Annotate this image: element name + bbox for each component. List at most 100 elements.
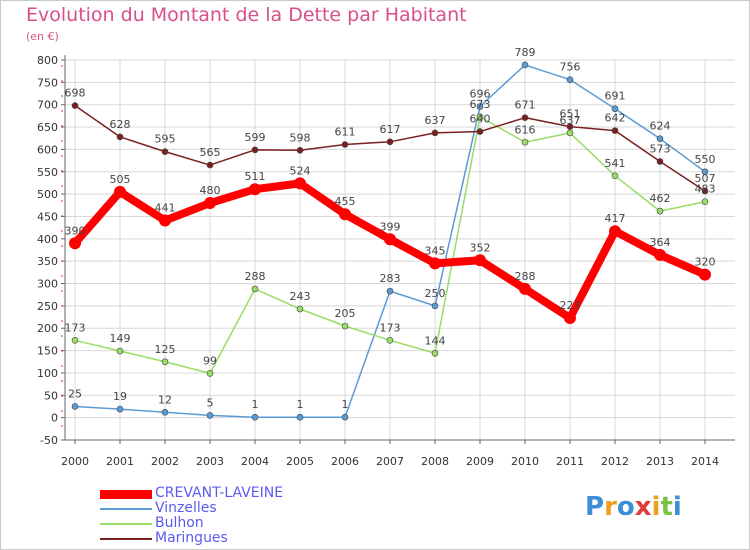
y-tick-label: 0	[51, 412, 58, 425]
data-label-crevant-laveine: 345	[425, 244, 446, 257]
data-label-maringues: 637	[425, 114, 446, 127]
x-tick-label: 2003	[196, 455, 224, 468]
data-point-vinzelles	[386, 287, 394, 295]
data-point-maringues	[476, 128, 484, 135]
data-point-vinzelles	[431, 302, 439, 310]
data-label-bulhon: 149	[110, 332, 131, 345]
series-lines	[69, 61, 711, 421]
data-label-crevant-laveine: 511	[245, 170, 266, 183]
data-label-vinzelles: 283	[380, 272, 401, 285]
data-label-vinzelles: 1	[342, 398, 349, 411]
data-point-bulhon	[206, 370, 214, 377]
legend-label-crevant-laveine: CREVANT-LAVEINE	[155, 485, 284, 501]
data-point-crevant-laveine	[699, 268, 711, 281]
data-point-vinzelles	[296, 413, 304, 421]
y-tick-label: 700	[37, 99, 58, 112]
y-tick-label: 600	[37, 143, 58, 156]
y-tick-label: 800	[37, 54, 58, 67]
x-tick-label: 2006	[331, 455, 359, 468]
data-point-maringues	[386, 138, 394, 146]
data-point-vinzelles	[251, 413, 259, 421]
y-tick-label: -50	[40, 434, 58, 447]
data-point-bulhon	[71, 337, 79, 344]
data-label-vinzelles: 550	[695, 153, 716, 166]
data-point-maringues	[701, 187, 709, 195]
data-point-vinzelles	[701, 168, 709, 176]
legend-swatch-vinzelles	[100, 508, 152, 510]
legend-swatch-maringues	[100, 538, 152, 540]
data-label-bulhon: 616	[515, 123, 536, 136]
data-label-crevant-laveine: 288	[515, 270, 536, 283]
legend-label-maringues: Maringues	[155, 530, 228, 546]
chart-subtitle: (en €)	[26, 30, 59, 43]
data-point-bulhon	[296, 305, 304, 313]
y-tick-label: 750	[37, 76, 58, 89]
data-point-bulhon	[341, 322, 349, 330]
chart-title: Evolution du Montant de la Dette par Hab…	[26, 4, 467, 26]
data-label-vinzelles: 789	[515, 46, 536, 59]
data-point-bulhon	[386, 337, 394, 344]
data-label-vinzelles: 250	[425, 287, 446, 300]
legend-swatch-crevant-laveine	[100, 489, 152, 499]
data-point-vinzelles	[341, 413, 349, 421]
data-point-maringues	[116, 133, 124, 141]
data-label-maringues: 651	[560, 108, 581, 121]
legend-label-vinzelles: Vinzelles	[155, 500, 217, 516]
x-tick-label: 2000	[61, 455, 89, 468]
data-point-vinzelles	[656, 135, 664, 142]
x-tick-label: 2002	[151, 455, 179, 468]
data-label-bulhon: 99	[203, 354, 217, 367]
data-labels: 25 19 12 5 1 1 1283250696789756691624550173149…	[65, 46, 716, 411]
data-point-maringues	[611, 127, 619, 134]
svg-text:Proxiti: Proxiti	[585, 492, 682, 522]
data-point-maringues	[431, 129, 439, 137]
data-label-vinzelles: 12	[158, 393, 172, 406]
data-point-bulhon	[251, 285, 259, 293]
data-point-bulhon	[116, 347, 124, 355]
x-tick-label: 2005	[286, 455, 314, 468]
data-label-bulhon: 541	[605, 157, 626, 170]
y-tick-label: 150	[37, 345, 58, 358]
data-label-bulhon: 173	[380, 321, 401, 334]
data-label-bulhon: 288	[245, 270, 266, 283]
data-point-crevant-laveine	[159, 214, 171, 227]
data-label-vinzelles: 624	[650, 120, 671, 133]
x-tick-label: 2011	[556, 455, 584, 468]
data-point-maringues	[341, 141, 349, 148]
data-label-bulhon: 125	[155, 343, 176, 356]
data-point-vinzelles	[476, 103, 484, 110]
data-label-crevant-laveine: 505	[110, 173, 131, 186]
data-label-maringues: 573	[650, 142, 671, 155]
data-point-vinzelles	[521, 61, 529, 69]
data-point-maringues	[566, 123, 574, 130]
data-point-maringues	[656, 158, 664, 165]
data-label-vinzelles: 696	[470, 87, 491, 100]
data-point-crevant-laveine	[204, 197, 216, 210]
x-tick-label: 2013	[646, 455, 674, 468]
data-label-crevant-laveine: 223	[560, 299, 581, 312]
data-label-maringues: 640	[470, 113, 491, 126]
legend-label-bulhon: Bulhon	[155, 515, 204, 531]
data-point-vinzelles	[71, 403, 79, 410]
y-tick-label: 400	[37, 233, 58, 246]
x-tick-label: 2007	[376, 455, 404, 468]
data-label-vinzelles: 1	[297, 398, 304, 411]
data-point-maringues	[161, 148, 169, 155]
data-point-vinzelles	[566, 76, 574, 83]
y-tick-label: 650	[37, 121, 58, 134]
data-point-bulhon	[431, 349, 439, 357]
y-tick-label: 450	[37, 210, 58, 223]
proxiti-logo: Proxiti	[585, 492, 682, 522]
data-label-bulhon: 144	[425, 334, 446, 347]
data-label-crevant-laveine: 399	[380, 220, 401, 233]
x-tick-label: 2009	[466, 455, 494, 468]
data-point-crevant-laveine	[114, 185, 126, 198]
data-label-bulhon: 243	[290, 290, 311, 303]
data-label-maringues: 507	[695, 172, 716, 185]
data-label-crevant-laveine: 455	[335, 195, 356, 208]
data-label-maringues: 611	[335, 125, 356, 138]
data-label-maringues: 642	[605, 112, 626, 125]
data-point-bulhon	[701, 198, 709, 206]
